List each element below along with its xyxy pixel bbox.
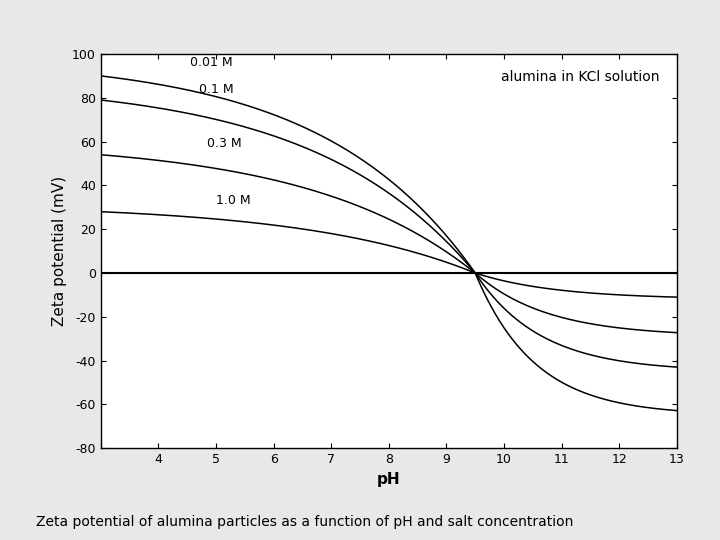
Text: 0.3 M: 0.3 M <box>207 137 242 150</box>
Text: 0.1 M: 0.1 M <box>199 83 233 96</box>
Text: alumina in KCl solution: alumina in KCl solution <box>501 70 660 84</box>
Text: Zeta potential of alumina particles as a function of pH and salt concentration: Zeta potential of alumina particles as a… <box>36 515 573 529</box>
X-axis label: pH: pH <box>377 471 400 487</box>
Text: 0.01 M: 0.01 M <box>190 56 233 69</box>
Text: 1.0 M: 1.0 M <box>216 194 251 207</box>
Y-axis label: Zeta potential (mV): Zeta potential (mV) <box>52 176 66 326</box>
